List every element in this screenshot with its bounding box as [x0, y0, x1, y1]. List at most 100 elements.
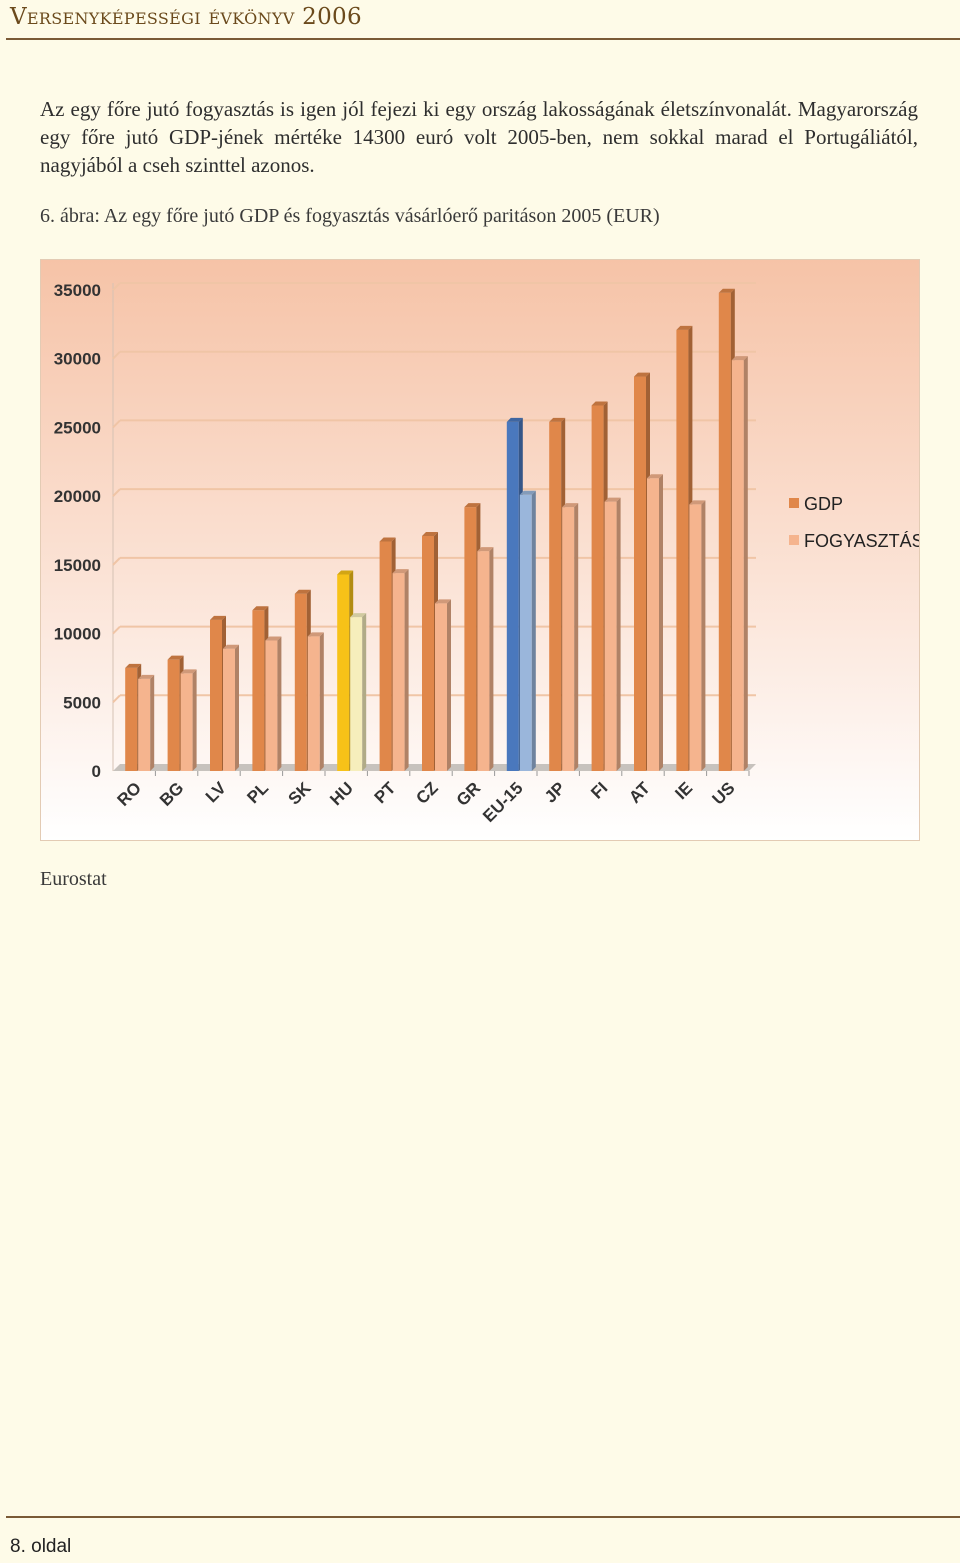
bar-gdp-pl-top — [252, 606, 269, 611]
legend-swatch — [789, 535, 799, 545]
bars — [125, 288, 748, 771]
bar-fogyasztas-sk — [307, 632, 324, 771]
bar-fogyasztas-gr-front — [477, 551, 490, 771]
bar-fogyasztas-eu-15 — [519, 490, 536, 771]
header-rule — [6, 38, 960, 40]
bar-gdp-pt-front — [379, 541, 392, 771]
bar-gdp-at-front — [634, 376, 646, 771]
bar-fogyasztas-us-top — [731, 356, 748, 361]
bar-gdp-ie-front — [676, 329, 689, 771]
y-tick-label: 0 — [92, 762, 101, 781]
bar-fogyasztas-pt-front — [392, 573, 405, 771]
bar-fogyasztas-cz — [435, 599, 451, 771]
y-tick-label: 25000 — [54, 418, 101, 437]
bar-fogyasztas-bg-side — [192, 669, 197, 771]
y-tick-label: 10000 — [54, 625, 101, 644]
bar-fogyasztas-fi — [604, 497, 621, 771]
y-tick-label: 20000 — [54, 487, 101, 506]
bar-fogyasztas-pl-side — [277, 636, 282, 771]
bar-fogyasztas-hu-side — [362, 613, 367, 771]
bar-gdp-eu-15-top — [506, 417, 523, 422]
bar-fogyasztas-sk-side — [319, 632, 324, 771]
y-tick-label: 15000 — [54, 556, 101, 575]
bar-fogyasztas-ie-front — [689, 504, 702, 771]
figure-caption: 6. ábra: Az egy főre jutó GDP és fogyasz… — [40, 205, 660, 227]
bar-fogyasztas-us — [731, 356, 748, 771]
bar-fogyasztas-fi-front — [604, 501, 617, 771]
bar-fogyasztas-pt-side — [404, 569, 409, 771]
source-note: Eurostat — [40, 868, 107, 890]
bar-fogyasztas-lv-front — [223, 648, 235, 771]
gridline-slant — [112, 419, 121, 429]
bar-fogyasztas-eu-15-top — [519, 490, 536, 495]
bar-gdp-us-front — [718, 292, 731, 771]
gridline-slant — [112, 488, 121, 497]
y-tick-label: 5000 — [63, 693, 101, 712]
bar-fogyasztas-pl — [265, 636, 282, 771]
bar-fogyasztas-ie-top — [689, 500, 706, 505]
y-tick-label: 35000 — [54, 281, 101, 300]
bar-gdp-bg-top — [167, 655, 184, 660]
bar-fogyasztas-at-front — [647, 478, 659, 771]
body-paragraph: Az egy főre jutó fogyasztás is igen jól … — [40, 97, 918, 177]
bar-gdp-cz-top — [422, 531, 438, 536]
bar-gdp-hu-front — [337, 574, 350, 771]
bar-gdp-pt-top — [379, 537, 396, 542]
bar-fogyasztas-pl-front — [265, 640, 278, 771]
gridline-slant — [112, 694, 121, 703]
bar-gdp-us-top — [718, 288, 735, 293]
bar-fogyasztas-eu-15-side — [531, 490, 536, 771]
bar-gdp-pl-front — [252, 610, 265, 771]
bar-gdp-lv-top — [210, 615, 226, 620]
bar-fogyasztas-hu-front — [350, 617, 363, 771]
running-header: Versenyképességi évkönyv 2006 — [10, 4, 362, 30]
bar-fogyasztas-jp-top — [562, 503, 579, 508]
gridline-slant — [112, 557, 121, 566]
bar-fogyasztas-ie-side — [701, 500, 706, 771]
bar-fogyasztas-ro-front — [138, 678, 151, 771]
bar-gdp-cz-front — [422, 535, 434, 771]
bar-fogyasztas-bg-top — [180, 669, 197, 674]
bar-fogyasztas-us-front — [731, 360, 744, 771]
bar-fogyasztas-bg-front — [180, 673, 193, 771]
bar-gdp-gr-front — [464, 507, 477, 771]
bar-fogyasztas-ro-side — [150, 674, 155, 771]
bar-fogyasztas-ro — [138, 674, 155, 771]
legend: GDP FOGYASZTÁS — [789, 494, 924, 551]
bar-fogyasztas-pl-top — [265, 636, 282, 641]
bar-fogyasztas-bg — [180, 669, 197, 771]
bar-gdp-eu-15-front — [506, 421, 519, 771]
legend-label: GDP — [804, 494, 843, 514]
gridline-slant — [112, 282, 121, 291]
y-tick-label: 30000 — [54, 350, 101, 369]
bar-fogyasztas-pt — [392, 569, 409, 771]
bar-fogyasztas-lv-top — [223, 644, 239, 649]
bar-gdp-bg-front — [167, 659, 180, 771]
bar-fogyasztas-gr-side — [489, 547, 494, 771]
bar-fogyasztas-jp-front — [562, 507, 575, 771]
bar-gdp-sk-top — [294, 589, 311, 594]
bar-gdp-fi-top — [591, 401, 608, 406]
bar-fogyasztas-jp-side — [574, 503, 579, 771]
bar-fogyasztas-ie — [689, 500, 706, 771]
bar-gdp-lv-front — [210, 619, 222, 771]
bar-gdp-jp-top — [549, 417, 566, 422]
page-number: 8. oldal — [10, 1536, 72, 1557]
bar-fogyasztas-eu-15-front — [519, 494, 532, 771]
bar-fogyasztas-fi-top — [604, 497, 621, 502]
bar-fogyasztas-cz-front — [435, 603, 447, 771]
bar-gdp-ie-top — [676, 325, 693, 330]
bar-fogyasztas-hu — [350, 613, 367, 771]
bar-fogyasztas-fi-side — [616, 497, 621, 771]
chart-container: 0 5000 10000 15000 20000 25000 30000 35000 RO BG… — [40, 259, 924, 841]
bar-fogyasztas-ro-top — [138, 674, 155, 679]
gridline-slant — [112, 351, 121, 360]
bar-fogyasztas-hu-top — [350, 613, 367, 618]
bar-fogyasztas-lv — [223, 644, 239, 771]
footer-rule — [6, 1516, 960, 1518]
bar-fogyasztas-cz-side — [447, 599, 451, 771]
bar-fogyasztas-at-top — [647, 474, 663, 479]
bar-fogyasztas-gr — [477, 547, 494, 771]
bar-fogyasztas-sk-top — [307, 632, 324, 637]
bar-fogyasztas-at-side — [659, 474, 663, 771]
